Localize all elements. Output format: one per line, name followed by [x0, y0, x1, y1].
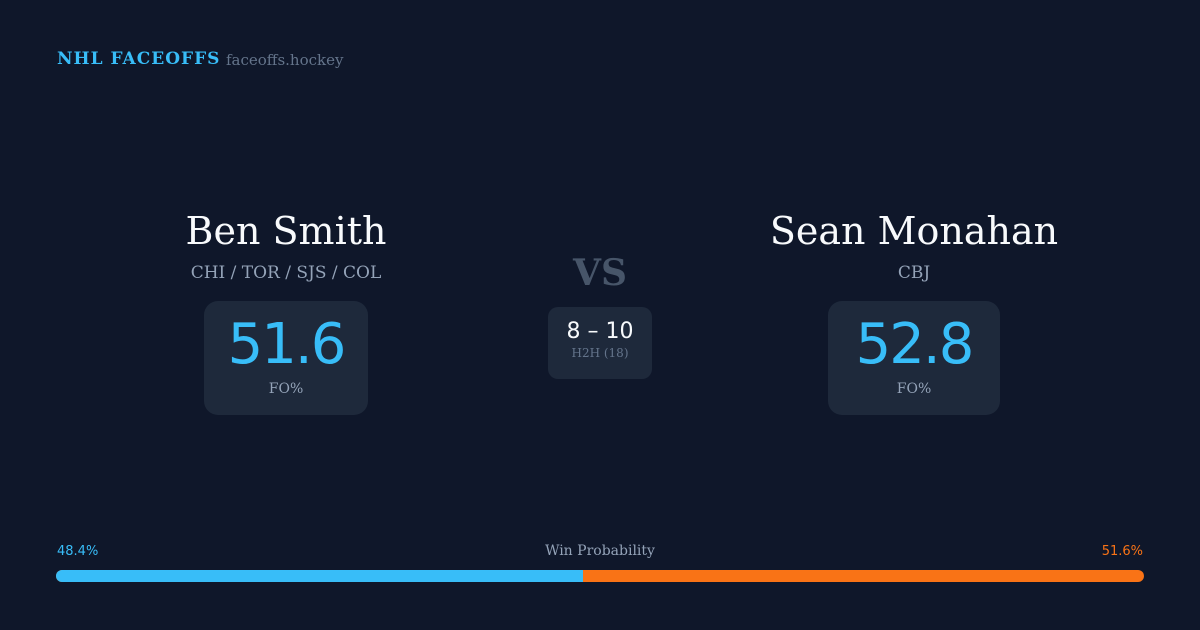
player-teams: CHI / TOR / SJS / COL — [190, 263, 382, 283]
player-left: Ben Smith CHI / TOR / SJS / COL 51.6 FO% — [86, 205, 486, 415]
h2h-label: H2H (18) — [571, 346, 629, 360]
fo-percentage: 51.6 — [227, 312, 347, 377]
vs-label: VS — [573, 252, 627, 294]
win-prob-right: 51.6% — [1101, 544, 1143, 559]
brand-title: NHL FACEOFFS — [57, 49, 221, 69]
fo-card: 51.6 FO% — [204, 301, 368, 415]
win-probability-fill-left — [56, 570, 583, 582]
player-right: Sean Monahan CBJ 52.8 FO% — [714, 205, 1114, 415]
win-prob-left: 48.4% — [57, 544, 99, 559]
h2h-card: 8 – 10 H2H (18) — [548, 307, 652, 379]
player-name: Ben Smith — [185, 209, 387, 253]
player-name: Sean Monahan — [769, 209, 1059, 253]
site-url: faceoffs.hockey — [226, 51, 344, 69]
fo-label: FO% — [268, 381, 304, 397]
win-probability-bar — [56, 570, 1144, 582]
h2h-score: 8 – 10 — [566, 319, 634, 344]
player-teams: CBJ — [897, 263, 931, 283]
fo-percentage: 52.8 — [855, 312, 975, 377]
fo-label: FO% — [896, 381, 932, 397]
fo-card: 52.8 FO% — [828, 301, 1000, 415]
win-prob-label: Win Probability — [545, 543, 655, 559]
